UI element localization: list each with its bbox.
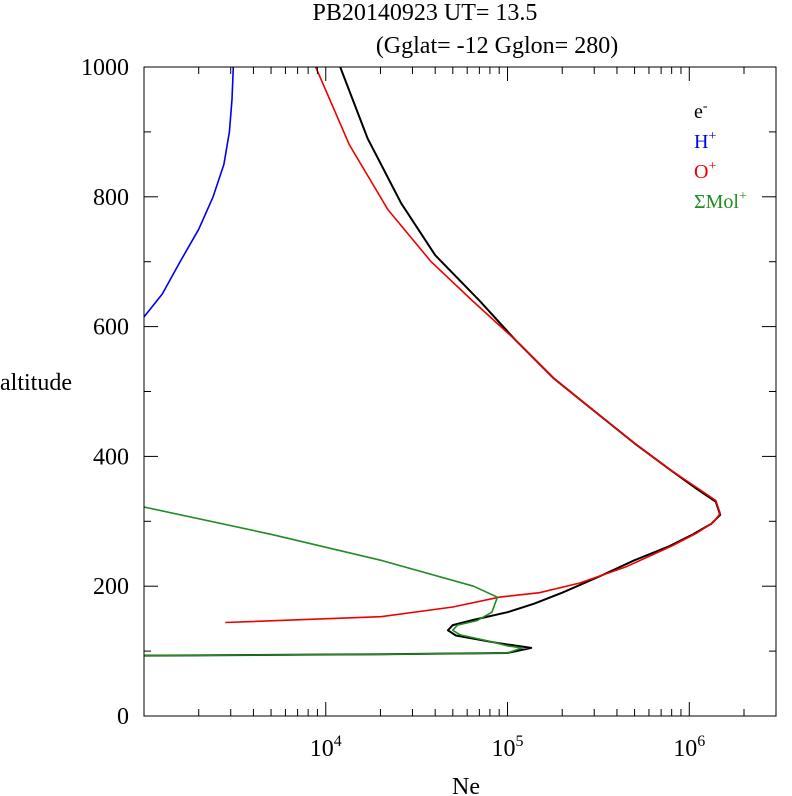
y-tick-label: 800 (93, 185, 129, 211)
y-tick-label: 0 (117, 704, 129, 730)
series-layer (144, 67, 722, 657)
chart-title-line2: (Gglat= -12 Gglon= 280) (376, 33, 618, 59)
series-line-1 (144, 67, 235, 318)
y-tick-label: 200 (93, 574, 129, 600)
legend-entry: ΣMol+ (694, 189, 747, 213)
series-line-3 (144, 506, 523, 657)
legend: e- H+ O+ ΣMol+ (694, 99, 747, 213)
y-tick-label: 400 (93, 444, 129, 470)
legend-entry: H+ (694, 129, 716, 153)
x-tick-label: 104 (310, 733, 342, 762)
plot-frame (143, 66, 777, 717)
series-line-0 (144, 67, 722, 657)
legend-entry: e- (694, 99, 708, 123)
x-tick-label: 106 (673, 733, 705, 762)
y-tick-label: 600 (93, 315, 129, 341)
x-axis-label: Ne (452, 774, 480, 796)
y-axis-label: altitude (0, 370, 72, 396)
series-line-2 (225, 67, 721, 624)
chart-title-line1: PB20140923 UT= 13.5 (313, 0, 538, 26)
axes-layer: 0 200 400 600 800 1000 104 105 106 (81, 55, 777, 762)
legend-entry: O+ (694, 159, 716, 183)
y-tick-label: 1000 (81, 55, 129, 81)
x-tick-label: 105 (492, 733, 524, 762)
